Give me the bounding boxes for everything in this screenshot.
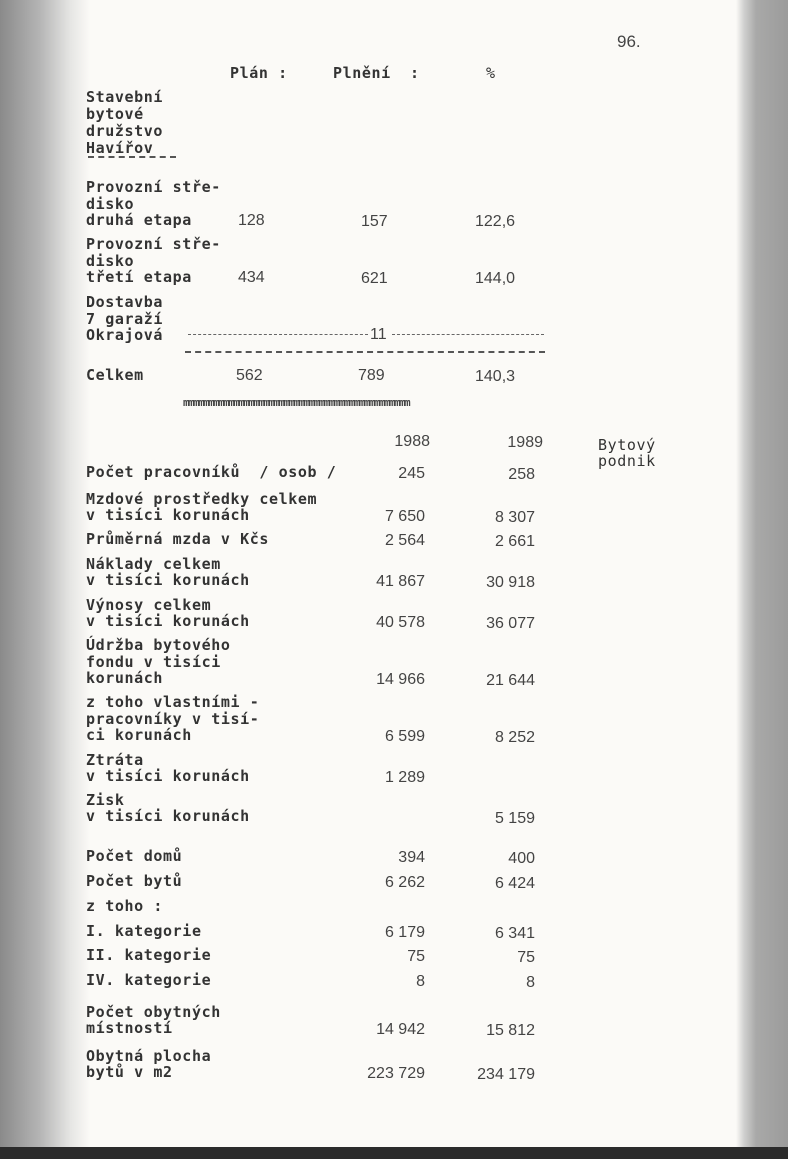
row-label-line: Počet bytů — [86, 872, 183, 890]
dashed-line-right — [392, 334, 544, 335]
row-label-line: Obytná plocha — [86, 1046, 212, 1065]
row-label-line: Průměrná mzda v Kčs — [86, 530, 269, 548]
organization-line: Stavební — [86, 88, 164, 106]
header-plan: Plán : — [230, 64, 288, 82]
value-1989: 6 424 — [494, 875, 535, 892]
row-label-line: v tisíci korunách — [86, 807, 250, 825]
total-percent: 140,3 — [475, 368, 516, 385]
value-1989: 75 — [517, 949, 535, 966]
value-1988: 394 — [398, 849, 425, 866]
value-1988: 245 — [398, 465, 425, 482]
row-label-line: místností — [86, 1019, 173, 1037]
row-label-line: Okrajová — [86, 326, 164, 344]
row-label-line: ci korunách — [86, 726, 192, 744]
value-1988: 7 650 — [384, 508, 425, 525]
row-label-line: Provozní stře- — [86, 235, 221, 253]
row-label-line: IV. kategorie — [86, 971, 212, 989]
row-label-line: pracovníky v tisí- — [86, 709, 260, 728]
plneni-value: 11 — [370, 326, 387, 343]
value-1988: 2 564 — [384, 532, 425, 549]
value-1989: 400 — [508, 850, 535, 867]
total-plneni: 789 — [358, 367, 385, 384]
row-label-line: v tisíci korunách — [86, 767, 250, 785]
value-1988: 75 — [407, 948, 425, 965]
total-label: Celkem — [86, 366, 144, 384]
row-label-line: Mzdové prostředky celkem — [86, 489, 318, 508]
value-1989: 6 341 — [494, 925, 535, 942]
organization-line: Havířov — [86, 139, 154, 157]
header-percent: % — [486, 64, 496, 82]
value-1989: 2 661 — [494, 533, 535, 550]
row-label-line: Provozní stře- — [86, 178, 221, 196]
value-1989: 21 644 — [486, 672, 535, 689]
value-1988: 41 867 — [376, 573, 425, 590]
row-label-line: disko — [86, 194, 135, 213]
row-label-line: Ztráta — [86, 750, 144, 769]
row-label-line: fondu v tisíci — [86, 652, 221, 671]
percent-value: 122,6 — [475, 213, 516, 230]
value-1989: 234 179 — [477, 1066, 535, 1083]
value-1989: 30 918 — [486, 574, 535, 591]
page-binding-shadow — [0, 0, 90, 1159]
value-1988: 1 289 — [384, 769, 425, 786]
row-label-line: druhá etapa — [86, 211, 192, 229]
typed-m-separator: mmmmmmmmmmmmmmmmmmmmmmmmmmmmmmmmmmmmmmmm… — [183, 396, 411, 409]
value-1988: 8 — [416, 973, 425, 990]
dashed-line-left — [188, 334, 368, 335]
value-1988: 6 179 — [384, 924, 425, 941]
row-label-line: třetí etapa — [86, 268, 192, 286]
organization-line: družstvo — [86, 122, 164, 140]
scan-bottom-border — [0, 1147, 788, 1159]
header-plneni: Plnění : — [333, 64, 420, 82]
row-label-line: bytů v m2 — [86, 1063, 173, 1081]
page-edge-shadow — [736, 0, 788, 1159]
row-label-line: v tisíci korunách — [86, 506, 250, 524]
page-number: 96. — [617, 32, 641, 51]
value-1988: 6 262 — [384, 874, 425, 891]
value-1989: 8 — [526, 974, 535, 991]
total-separator-line — [185, 351, 545, 353]
unit-label-line2: podnik — [598, 452, 656, 470]
row-label-line: Údržba bytového — [86, 636, 231, 654]
row-label-line: z toho vlastními - — [86, 693, 260, 711]
percent-value: 144,0 — [475, 270, 516, 287]
unit-label-line1: Bytový — [598, 436, 656, 454]
plan-value: 434 — [238, 269, 265, 286]
value-1988: 14 942 — [376, 1021, 425, 1038]
value-1988: 14 966 — [376, 671, 425, 688]
value-1988: 6 599 — [384, 728, 425, 745]
row-label-line: Dostavba — [86, 293, 164, 311]
row-label-line: Zisk — [86, 790, 125, 809]
value-1989: 8 252 — [494, 729, 535, 746]
header-1988: 1988 — [394, 433, 430, 450]
value-1989: 15 812 — [486, 1022, 535, 1039]
plneni-value: 621 — [361, 270, 388, 287]
value-1988: 40 578 — [376, 614, 425, 631]
plan-value: 128 — [238, 212, 265, 229]
row-label-line: disko — [86, 251, 135, 270]
row-label-line: II. kategorie — [86, 946, 212, 964]
row-label-line: Počet domů — [86, 847, 183, 865]
row-label-line: Výnosy celkem — [86, 595, 212, 614]
value-1989: 5 159 — [494, 810, 535, 827]
row-label-line: z toho : — [86, 897, 164, 915]
header-1989: 1989 — [507, 434, 543, 451]
value-1989: 258 — [508, 466, 535, 483]
row-label-line: v tisíci korunách — [86, 612, 250, 630]
row-label-line: korunách — [86, 669, 164, 687]
row-label-line: Počet obytných — [86, 1002, 221, 1021]
row-label-line: Počet pracovníků / osob / — [86, 463, 337, 481]
organization-line: bytové — [86, 105, 144, 123]
row-label-line: Náklady celkem — [86, 554, 221, 573]
plneni-value: 157 — [361, 213, 388, 230]
organization-underline — [88, 156, 176, 158]
row-label-line: I. kategorie — [86, 922, 202, 940]
value-1989: 8 307 — [494, 509, 535, 526]
value-1989: 36 077 — [486, 615, 535, 632]
row-label-line: 7 garaží — [86, 309, 164, 328]
value-1988: 223 729 — [367, 1065, 425, 1082]
row-label-line: v tisíci korunách — [86, 571, 250, 589]
total-plan: 562 — [236, 367, 263, 384]
